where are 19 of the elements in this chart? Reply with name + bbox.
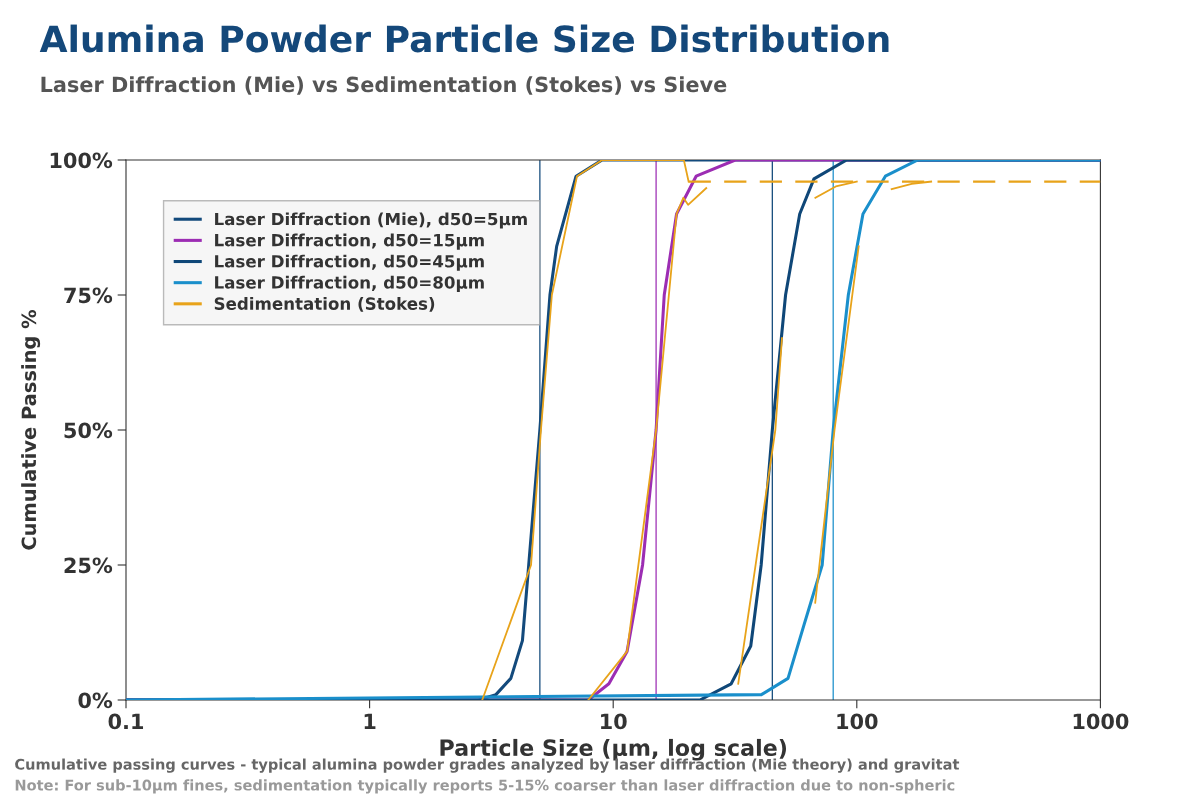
chart-subtitle: Laser Diffraction (Mie) vs Sedimentation (Stokes) vs Sieve [41, 76, 727, 95]
y-tick-label: 75% [64, 287, 113, 304]
y-tick-label: 50% [64, 422, 113, 439]
chart-title: Alumina Powder Particle Size Distribution [39, 24, 889, 53]
x-tick-label: 10 [601, 713, 627, 730]
y-axis-title: Cumulative Passing % [21, 309, 41, 550]
x-tick-label: 100 [837, 713, 878, 730]
y-tick-label: 25% [64, 557, 113, 574]
legend-label: Laser Diffraction, d50=80µm [215, 275, 484, 292]
legend-label: Laser Diffraction, d50=45µm [215, 254, 484, 271]
legend-label: Laser Diffraction (Mie), d50=5µm [215, 212, 527, 229]
x-tick-label: 0.1 [108, 713, 144, 730]
x-tick-label: 1000 [1073, 713, 1129, 730]
text: Note: For sub-10µm fines, sedimentation typically reports 5-15% coarser than laser diffraction due to non-spheric [15, 779, 955, 794]
legend-label: Laser Diffraction, d50=15µm [215, 233, 484, 250]
x-tick-label: 1 [364, 713, 376, 730]
y-tick-label: 0% [78, 692, 113, 709]
legend-label: Sedimentation (Stokes) [214, 296, 435, 312]
y-tick-label: 100% [50, 152, 113, 169]
